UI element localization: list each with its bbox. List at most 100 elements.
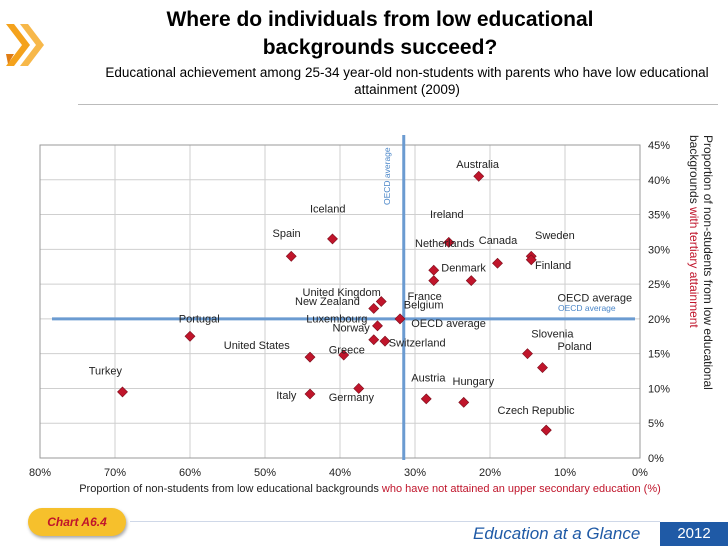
subtitle-line-2: attainment (2009): [354, 82, 460, 97]
data-point: [394, 313, 406, 325]
chart-number-badge: Chart A6.4: [28, 508, 126, 536]
point-label: Slovenia: [531, 329, 574, 341]
title-line-1: Where do individuals from low educationa…: [166, 8, 594, 31]
point-labels: Australia Iceland Ireland Spain Sweden Canada…: [89, 159, 632, 417]
y-tick-label: 10%: [648, 383, 670, 395]
y-tick-label: 20%: [648, 314, 670, 326]
publication-year: 2012: [660, 522, 728, 546]
y-tick-label: 40%: [648, 175, 670, 187]
x-tick-label: 10%: [554, 467, 576, 479]
data-point: [458, 396, 470, 408]
point-label: Ireland: [430, 209, 464, 221]
x-tick-label: 30%: [404, 467, 426, 479]
data-point: [522, 348, 533, 360]
data-point: [525, 254, 537, 266]
point-label: Hungary: [453, 376, 495, 388]
x-tick-label: 80%: [29, 467, 51, 479]
data-points: [117, 170, 552, 436]
point-label: Netherlands: [415, 238, 475, 250]
y-tick-label: 15%: [648, 349, 670, 361]
point-label: Czech Republic: [498, 405, 576, 417]
point-label: Spain: [273, 228, 301, 240]
data-point: [473, 170, 485, 182]
data-point: [375, 296, 387, 307]
point-label: Portugal: [179, 313, 220, 325]
footer-divider: [130, 521, 660, 522]
axis-ticks: 0% 5% 10% 15% 20% 25% 30% 35% 40% 45% 80% 70% 60% 50%…: [29, 140, 670, 479]
plot-frame: [39, 144, 641, 459]
y-axis-label-plain: backgrounds: [687, 135, 701, 208]
point-label: Belgium: [404, 299, 444, 311]
x-tick-label: 50%: [254, 467, 276, 479]
point-label: OECD average: [558, 293, 633, 305]
data-point: [537, 362, 548, 374]
point-label: United Kingdom: [303, 287, 381, 299]
point-label: Canada: [479, 235, 518, 247]
data-point: [368, 303, 380, 314]
data-point: [117, 386, 128, 398]
point-label: Italy: [276, 390, 297, 402]
point-label: Denmark: [441, 263, 486, 275]
data-point: [372, 320, 383, 332]
point-label: Germany: [329, 392, 375, 404]
data-point: [540, 424, 552, 436]
point-label: Australia: [456, 159, 500, 171]
x-tick-label: 40%: [329, 467, 351, 479]
point-label: Greece: [329, 345, 365, 357]
data-point: [368, 334, 380, 346]
point-label: Switzerland: [389, 338, 446, 350]
title-line-2: backgrounds succeed?: [262, 36, 498, 59]
point-label: Norway: [333, 322, 371, 334]
point-label: Luxembourg: [306, 313, 367, 325]
oecd-average-horizontal-label: OECD average: [558, 303, 616, 313]
chart-subtitle: Educational achievement among 25-34 year…: [82, 64, 728, 98]
y-tick-label: 25%: [648, 279, 670, 291]
x-axis-label-highlight: who have not attained an upper secondary…: [381, 483, 661, 495]
oecd-logo: [6, 24, 44, 66]
y-axis-label-line-1: Proportion of non-students from low educ…: [701, 135, 715, 390]
y-tick-label: 45%: [648, 140, 670, 152]
point-label: United States: [224, 340, 291, 352]
data-point: [304, 351, 316, 363]
data-point: [184, 330, 196, 342]
point-label: New Zealand: [295, 296, 360, 308]
point-label: Sweden: [535, 230, 575, 242]
x-axis-label: Proportion of non-students from low educ…: [40, 483, 700, 495]
data-point: [443, 236, 455, 248]
data-point: [338, 349, 350, 361]
data-point: [379, 335, 391, 347]
point-label: OECD average: [411, 318, 486, 330]
data-point: [492, 257, 503, 269]
y-tick-label: 5%: [648, 418, 664, 430]
point-label: Turkey: [89, 366, 123, 378]
x-tick-label: 0%: [632, 467, 648, 479]
x-tick-label: 70%: [104, 467, 126, 479]
x-axis-label-plain: Proportion of non-students from low educ…: [79, 483, 382, 495]
subtitle-line-1: Educational achievement among 25-34 year…: [105, 65, 709, 80]
x-tick-label: 20%: [479, 467, 501, 479]
oecd-average-vertical-label: OECD average: [382, 147, 392, 205]
x-tick-label: 60%: [179, 467, 201, 479]
point-label: Poland: [558, 341, 592, 353]
data-point: [304, 388, 316, 400]
point-label: Austria: [411, 372, 446, 384]
data-point: [465, 275, 477, 287]
title-divider: [78, 104, 718, 105]
y-axis-label-line-2: backgrounds with tertiary attainment: [687, 135, 701, 435]
data-point: [420, 393, 432, 405]
point-label: Finland: [535, 260, 571, 272]
y-tick-label: 35%: [648, 210, 670, 222]
y-tick-label: 30%: [648, 244, 670, 256]
chart-title: Where do individuals from low educationa…: [100, 6, 660, 62]
point-label: Iceland: [310, 203, 345, 215]
data-point: [327, 233, 338, 245]
point-label: France: [408, 291, 442, 303]
data-point: [353, 383, 365, 394]
y-axis-label-highlight: with tertiary attainment: [687, 207, 701, 328]
data-point: [428, 264, 440, 276]
publication-title: Education at a Glance: [473, 524, 641, 543]
y-tick-label: 0%: [648, 453, 664, 465]
data-point: [428, 275, 440, 287]
